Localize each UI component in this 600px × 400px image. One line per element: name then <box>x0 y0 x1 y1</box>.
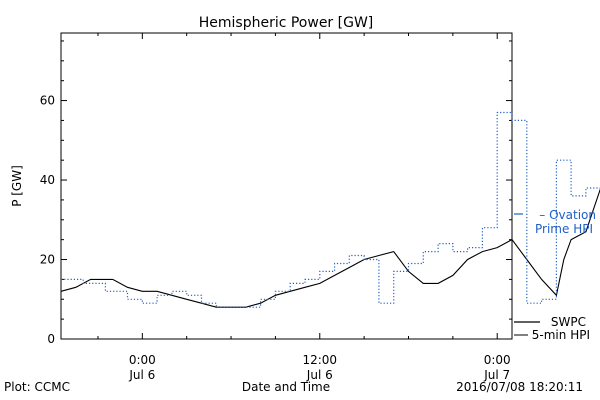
x-tick-time-label: 12:00 <box>302 353 337 367</box>
series-lines <box>60 111 600 308</box>
y-axis-label: P [GW] <box>10 165 24 207</box>
plot-frame <box>60 32 513 340</box>
y-tick-label: 20 <box>40 253 55 267</box>
y-tick-label: 0 <box>47 332 55 346</box>
x-tick-date-label: Jul 7 <box>483 368 510 382</box>
plot-area <box>60 32 513 340</box>
swpc-hpi-line <box>60 188 600 308</box>
legend-swpc-label-2: 5-min HPI <box>532 328 590 342</box>
x-tick-date-label: Jul 6 <box>306 368 333 382</box>
chart-title: Hemispheric Power [GW] <box>199 15 374 31</box>
legend-ovation-label: – Ovation <box>539 208 596 222</box>
x-tick-time-label: 0:00 <box>484 353 511 367</box>
y-tick-label: 40 <box>40 173 55 187</box>
x-tick-date-label: Jul 6 <box>128 368 155 382</box>
x-axis-label: Date and Time <box>242 380 330 394</box>
x-tick-time-label: 0:00 <box>129 353 156 367</box>
legend-ovation-label-2: Prime HPI <box>535 222 593 236</box>
footer-timestamp: 2016/07/08 18:20:11 <box>456 380 583 394</box>
ovation-prime-line <box>61 111 600 308</box>
footer-credit: Plot: CCMC <box>4 380 70 394</box>
y-tick-label: 60 <box>40 94 55 108</box>
legend-swpc-label: SWPC <box>551 315 586 329</box>
y-axis: 0 20 40 60 <box>40 40 512 346</box>
